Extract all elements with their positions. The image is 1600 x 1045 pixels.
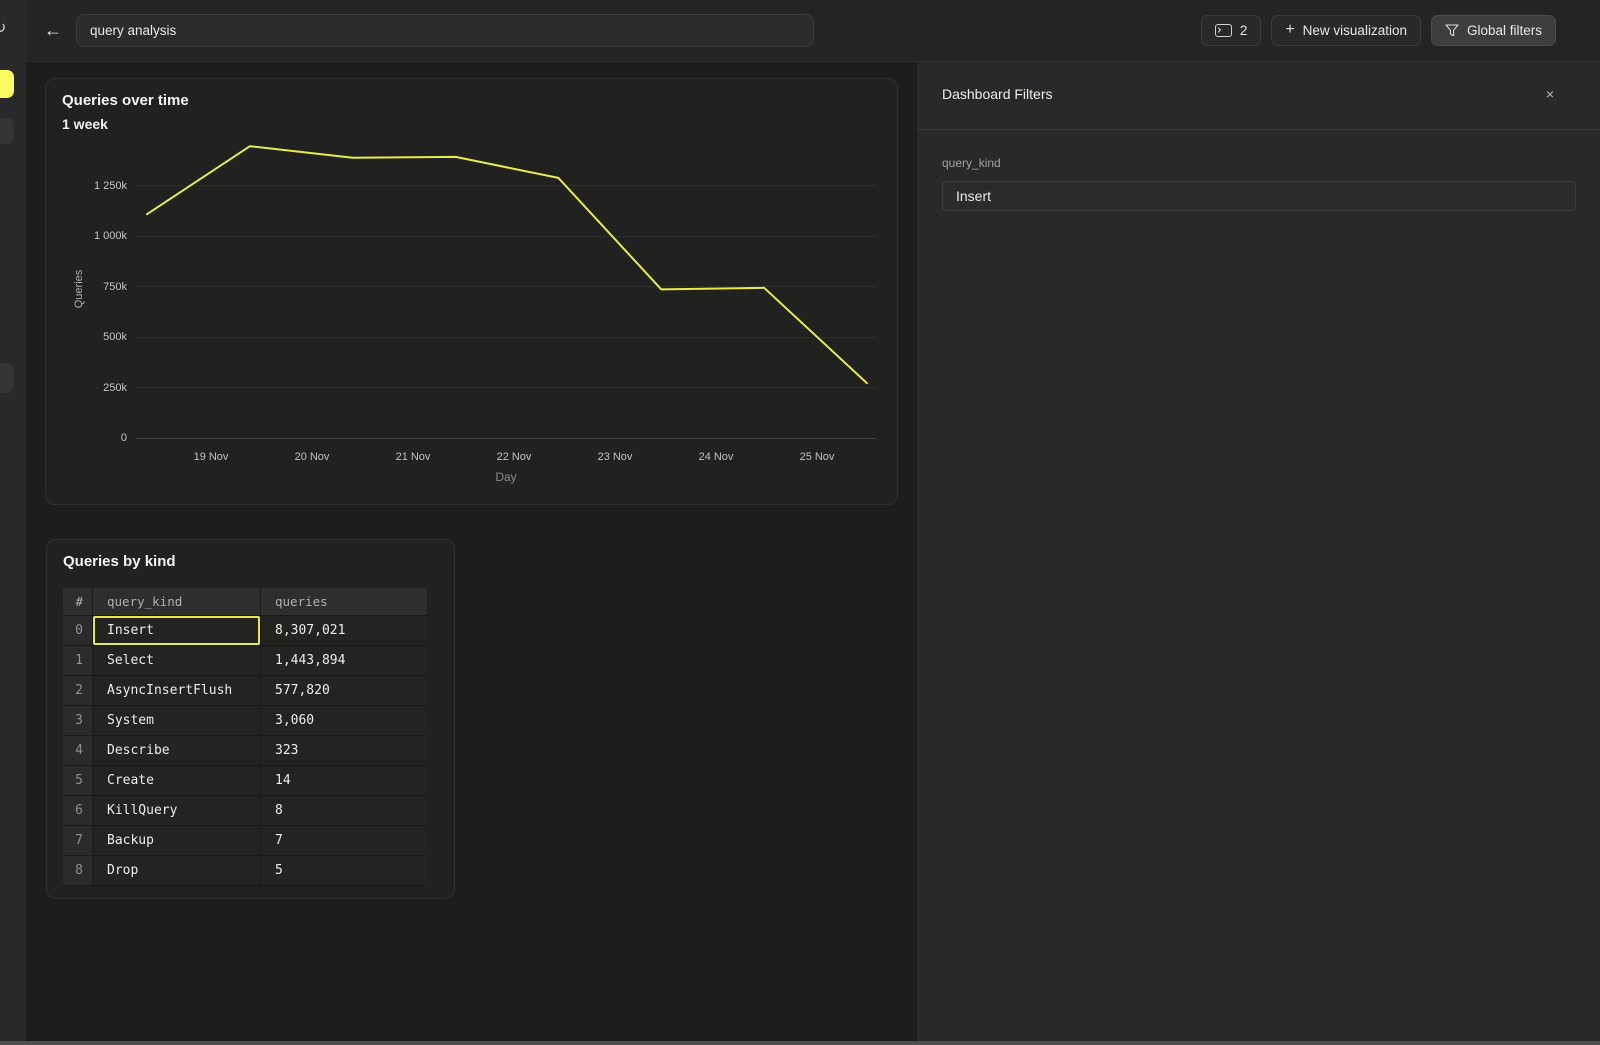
table-row: 8Drop5 <box>63 856 427 886</box>
topbar-actions: 2 + New visualization Global filters <box>1201 15 1556 46</box>
queries-value-cell[interactable]: 3,060 <box>261 706 427 736</box>
queries-value-cell[interactable]: 7 <box>261 826 427 856</box>
console-icon <box>1215 24 1232 37</box>
row-index-cell: 4 <box>63 736 93 766</box>
table-row: 6KillQuery8 <box>63 796 427 826</box>
new-visualization-label: New visualization <box>1303 23 1407 38</box>
table-row: 3System3,060 <box>63 706 427 736</box>
filters-panel-body: query_kind <box>917 130 1600 211</box>
row-index-cell: 8 <box>63 856 93 886</box>
left-rail: ↻ <box>0 0 26 1045</box>
queries-value-cell[interactable]: 14 <box>261 766 427 796</box>
close-icon[interactable]: × <box>1540 84 1560 104</box>
queries-line-series <box>147 146 867 383</box>
query-kind-cell[interactable]: Backup <box>93 826 261 856</box>
selected-cell-outline <box>93 616 260 645</box>
column-header-query-kind: query_kind <box>93 588 261 616</box>
x-tick-label: 23 Nov <box>598 451 633 463</box>
filter-field-label: query_kind <box>942 156 1576 170</box>
sidebar-item[interactable] <box>0 118 14 144</box>
row-index-cell: 1 <box>63 646 93 676</box>
dashboard-title-input[interactable] <box>76 14 814 47</box>
back-button[interactable]: ← <box>40 18 66 44</box>
table-header-row: #query_kindqueries <box>63 588 427 616</box>
x-tick-label: 22 Nov <box>497 451 532 463</box>
table-title: Queries by kind <box>63 553 176 570</box>
row-index-cell: 2 <box>63 676 93 706</box>
y-tick-label: 1 250k <box>94 180 127 192</box>
x-axis-title: Day <box>136 470 876 484</box>
row-index-cell: 7 <box>63 826 93 856</box>
line-chart-svg <box>136 141 876 438</box>
queries-count-label: 2 <box>1240 23 1248 38</box>
table-row: 4Describe323 <box>63 736 427 766</box>
x-tick-label: 21 Nov <box>396 451 431 463</box>
query-kind-cell[interactable]: KillQuery <box>93 796 261 826</box>
y-tick-label: 0 <box>121 432 127 444</box>
y-tick-label: 1 000k <box>94 230 127 242</box>
table-row: 2AsyncInsertFlush577,820 <box>63 676 427 706</box>
history-icon[interactable]: ↻ <box>0 21 6 37</box>
table-row: 5Create14 <box>63 766 427 796</box>
x-axis-tick-labels: 19 Nov 20 Nov 21 Nov 22 Nov 23 Nov 24 Nov 25 N… <box>136 451 876 465</box>
query-kind-cell[interactable]: System <box>93 706 261 736</box>
plus-icon: + <box>1285 21 1294 39</box>
y-tick-label: 750k <box>103 281 127 293</box>
filters-panel-title: Dashboard Filters <box>942 86 1053 102</box>
query-kind-cell[interactable]: Drop <box>93 856 261 886</box>
x-tick-label: 20 Nov <box>295 451 330 463</box>
global-filters-button[interactable]: Global filters <box>1431 15 1556 46</box>
x-tick-label: 25 Nov <box>800 451 835 463</box>
x-tick-label: 24 Nov <box>699 451 734 463</box>
queries-table: #query_kindqueries0Insert8,307,0211Selec… <box>63 588 427 886</box>
queries-over-time-card[interactable]: Queries over time 1 week Queries 0250k50… <box>45 78 898 505</box>
top-bar: ← 2 + New visualization <box>26 0 1600 62</box>
dashboard-canvas: Queries over time 1 week Queries 0250k50… <box>26 62 917 1045</box>
row-index-cell: 6 <box>63 796 93 826</box>
query-kind-filter-input[interactable] <box>942 181 1576 211</box>
queries-value-cell[interactable]: 8 <box>261 796 427 826</box>
y-tick-label: 250k <box>103 382 127 394</box>
query-kind-cell[interactable]: AsyncInsertFlush <box>93 676 261 706</box>
query-kind-cell[interactable]: Describe <box>93 736 261 766</box>
queries-count-button[interactable]: 2 <box>1201 15 1262 46</box>
y-axis-tick-labels: 0250k500k750k1 000k1 250k <box>46 141 136 438</box>
queries-value-cell[interactable]: 5 <box>261 856 427 886</box>
chart-plot[interactable] <box>136 141 876 438</box>
sidebar-item[interactable] <box>0 363 14 393</box>
queries-value-cell[interactable]: 577,820 <box>261 676 427 706</box>
queries-value-cell[interactable]: 323 <box>261 736 427 766</box>
x-tick-label: 19 Nov <box>194 451 229 463</box>
table-row: 1Select1,443,894 <box>63 646 427 676</box>
query-kind-cell[interactable]: Select <box>93 646 261 676</box>
sidebar-item-active[interactable] <box>0 70 14 98</box>
column-header-index: # <box>63 588 93 616</box>
chart-subtitle: 1 week <box>62 116 108 132</box>
row-index-cell: 0 <box>63 616 93 646</box>
filters-panel-header: Dashboard Filters × <box>917 62 1600 130</box>
global-filters-label: Global filters <box>1467 23 1542 38</box>
table-row: 0Insert8,307,021 <box>63 616 427 646</box>
query-kind-cell[interactable]: Create <box>93 766 261 796</box>
queries-by-kind-card[interactable]: Queries by kind #query_kindqueries0Inser… <box>46 539 455 899</box>
column-header-queries: queries <box>261 588 427 616</box>
y-tick-label: 500k <box>103 331 127 343</box>
row-index-cell: 5 <box>63 766 93 796</box>
dashboard-filters-panel: Dashboard Filters × query_kind <box>917 62 1600 1045</box>
queries-value-cell[interactable]: 1,443,894 <box>261 646 427 676</box>
table-row: 7Backup7 <box>63 826 427 856</box>
row-index-cell: 3 <box>63 706 93 736</box>
chart-title: Queries over time <box>62 92 189 109</box>
window-bottom-edge <box>0 1041 1600 1045</box>
app-window: ↻ ← 2 + New visualization <box>0 0 1600 1045</box>
new-visualization-button[interactable]: + New visualization <box>1271 15 1421 46</box>
funnel-icon <box>1445 24 1459 37</box>
query-kind-cell[interactable]: Insert <box>93 616 261 646</box>
queries-value-cell[interactable]: 8,307,021 <box>261 616 427 646</box>
